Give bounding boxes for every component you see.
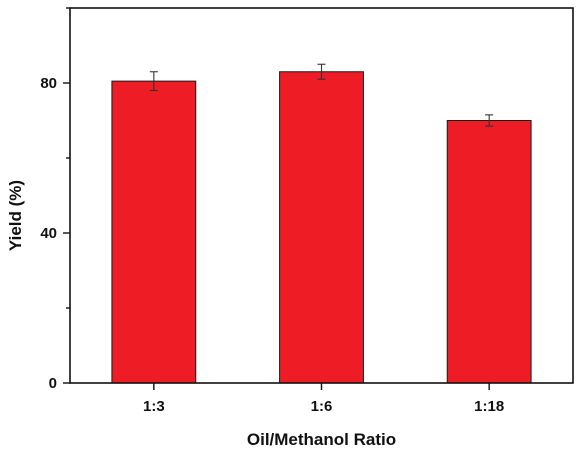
error-bars	[149, 63, 494, 127]
labels: Oil/Methanol Ratio Yield (%) 1:3 1:6 1:18 0…	[6, 75, 504, 449]
y-tick-label: 0	[49, 375, 57, 392]
plot-frame	[69, 7, 574, 384]
y-tick-label: 40	[40, 225, 57, 242]
bar-1-18	[446, 120, 532, 384]
x-tick-label: 1:18	[474, 398, 504, 415]
x-tick-label: 1:3	[143, 398, 165, 415]
y-axis-title: Yield (%)	[6, 180, 25, 251]
error-bar-1-6	[317, 63, 326, 80]
y-tick-label: 80	[40, 75, 57, 92]
x-axis-title: Oil/Methanol Ratio	[247, 430, 396, 449]
error-bar-1-3	[149, 71, 158, 92]
bar-1-6	[279, 71, 364, 384]
bar-1-3	[111, 80, 197, 384]
bars	[111, 71, 532, 384]
x-tick-label: 1:6	[311, 398, 333, 415]
error-bar-1-18	[485, 114, 494, 127]
axes	[63, 7, 574, 390]
